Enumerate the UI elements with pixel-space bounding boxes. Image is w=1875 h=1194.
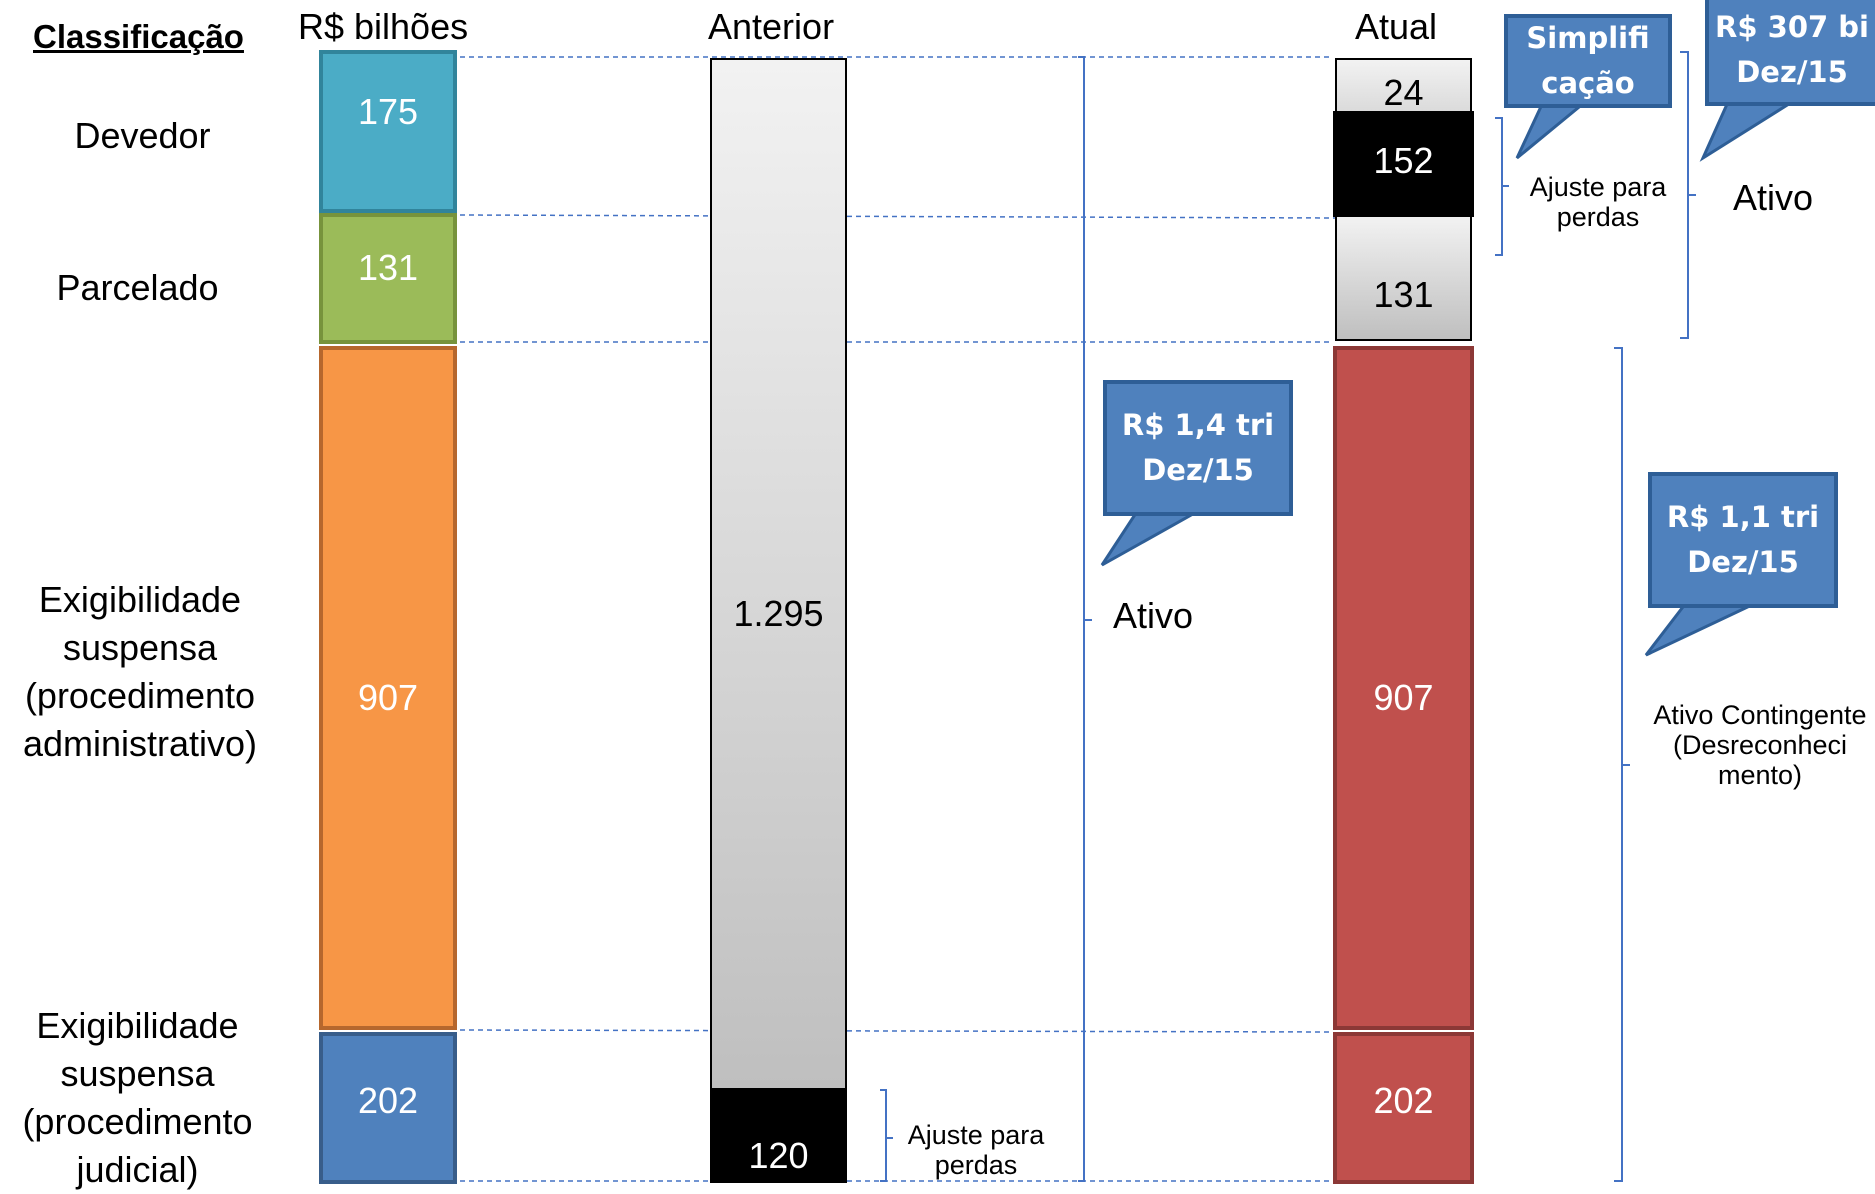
- value-admin: 907: [357, 677, 419, 718]
- bar-judicial: 202: [319, 1032, 457, 1184]
- category-label-parcelado: Parcelado: [56, 267, 219, 308]
- callout-tail-ativo-atual: [1699, 100, 1798, 162]
- value-judicial: 202: [357, 1079, 419, 1121]
- header-atual: Atual: [1355, 6, 1438, 47]
- bar-atual-parcelado: 131: [1335, 217, 1472, 341]
- value-atual-parcelado: 131: [1373, 274, 1434, 315]
- guide-line-devedor: [459, 214, 1336, 219]
- bar-anterior-ajuste: 120: [710, 1088, 847, 1183]
- brace-anterior-ajuste: [880, 1089, 887, 1182]
- label-ativo-contingente: Ativo Contingente (Desreconheci mento): [1653, 700, 1867, 790]
- category-label-admin: Exigibilidade suspensa (procedimento adm…: [22, 579, 258, 764]
- value-atual-admin: 907: [1373, 677, 1434, 718]
- value-atual-top: 24: [1383, 71, 1424, 113]
- brace-anterior: [1078, 56, 1085, 1182]
- bar-atual-ajuste: 152: [1333, 111, 1474, 217]
- guide-line-admin: [459, 1029, 1334, 1033]
- bar-devedor: 175: [319, 50, 457, 213]
- label-atual-ajuste: Ajuste para perdas: [1529, 172, 1667, 232]
- bar-admin: 907: [319, 346, 457, 1030]
- brace-contingente: [1614, 347, 1623, 1182]
- brace-atual-ativo: [1680, 51, 1689, 339]
- bar-atual-top: 24: [1335, 58, 1472, 115]
- bar-atual-admin: 907: [1333, 346, 1474, 1030]
- bar-parcelado: 131: [319, 213, 457, 344]
- callout-tail-total-anterior: [1100, 508, 1206, 567]
- value-parcelado: 131: [357, 246, 419, 288]
- callout-tail-contingente: [1644, 601, 1757, 657]
- label-anterior-ajuste: Ajuste para perdas: [907, 1120, 1045, 1180]
- category-label-devedor: Devedor: [74, 115, 211, 156]
- category-label-judicial: Exigibilidade suspensa (procedimento jud…: [22, 1005, 253, 1190]
- label-ativo-atual: Ativo: [1733, 177, 1814, 218]
- value-atual-ajuste: 152: [1373, 140, 1434, 181]
- header-classificacao: Classificação: [33, 18, 244, 55]
- header-anterior: Anterior: [708, 6, 835, 47]
- label-ativo-anterior: Ativo: [1113, 595, 1194, 636]
- value-devedor: 175: [357, 90, 419, 132]
- value-anterior-total: 1.295: [733, 593, 824, 634]
- value-atual-judicial: 202: [1373, 1079, 1434, 1121]
- callout-contingente: R$ 1,1 tri Dez/15: [1648, 472, 1838, 608]
- brace-atual-ajuste: [1495, 117, 1503, 256]
- callout-ativo-atual: R$ 307 bi Dez/15: [1705, 0, 1875, 106]
- header-unit: R$ bilhões: [298, 6, 469, 47]
- callout-total-anterior: R$ 1,4 tri Dez/15: [1103, 380, 1293, 516]
- bar-atual-judicial: 202: [1333, 1032, 1474, 1184]
- bar-anterior-total: 1.295: [710, 58, 847, 1090]
- value-anterior-ajuste: 120: [748, 1134, 809, 1176]
- callout-simplificacao: Simplifi cação: [1504, 14, 1672, 108]
